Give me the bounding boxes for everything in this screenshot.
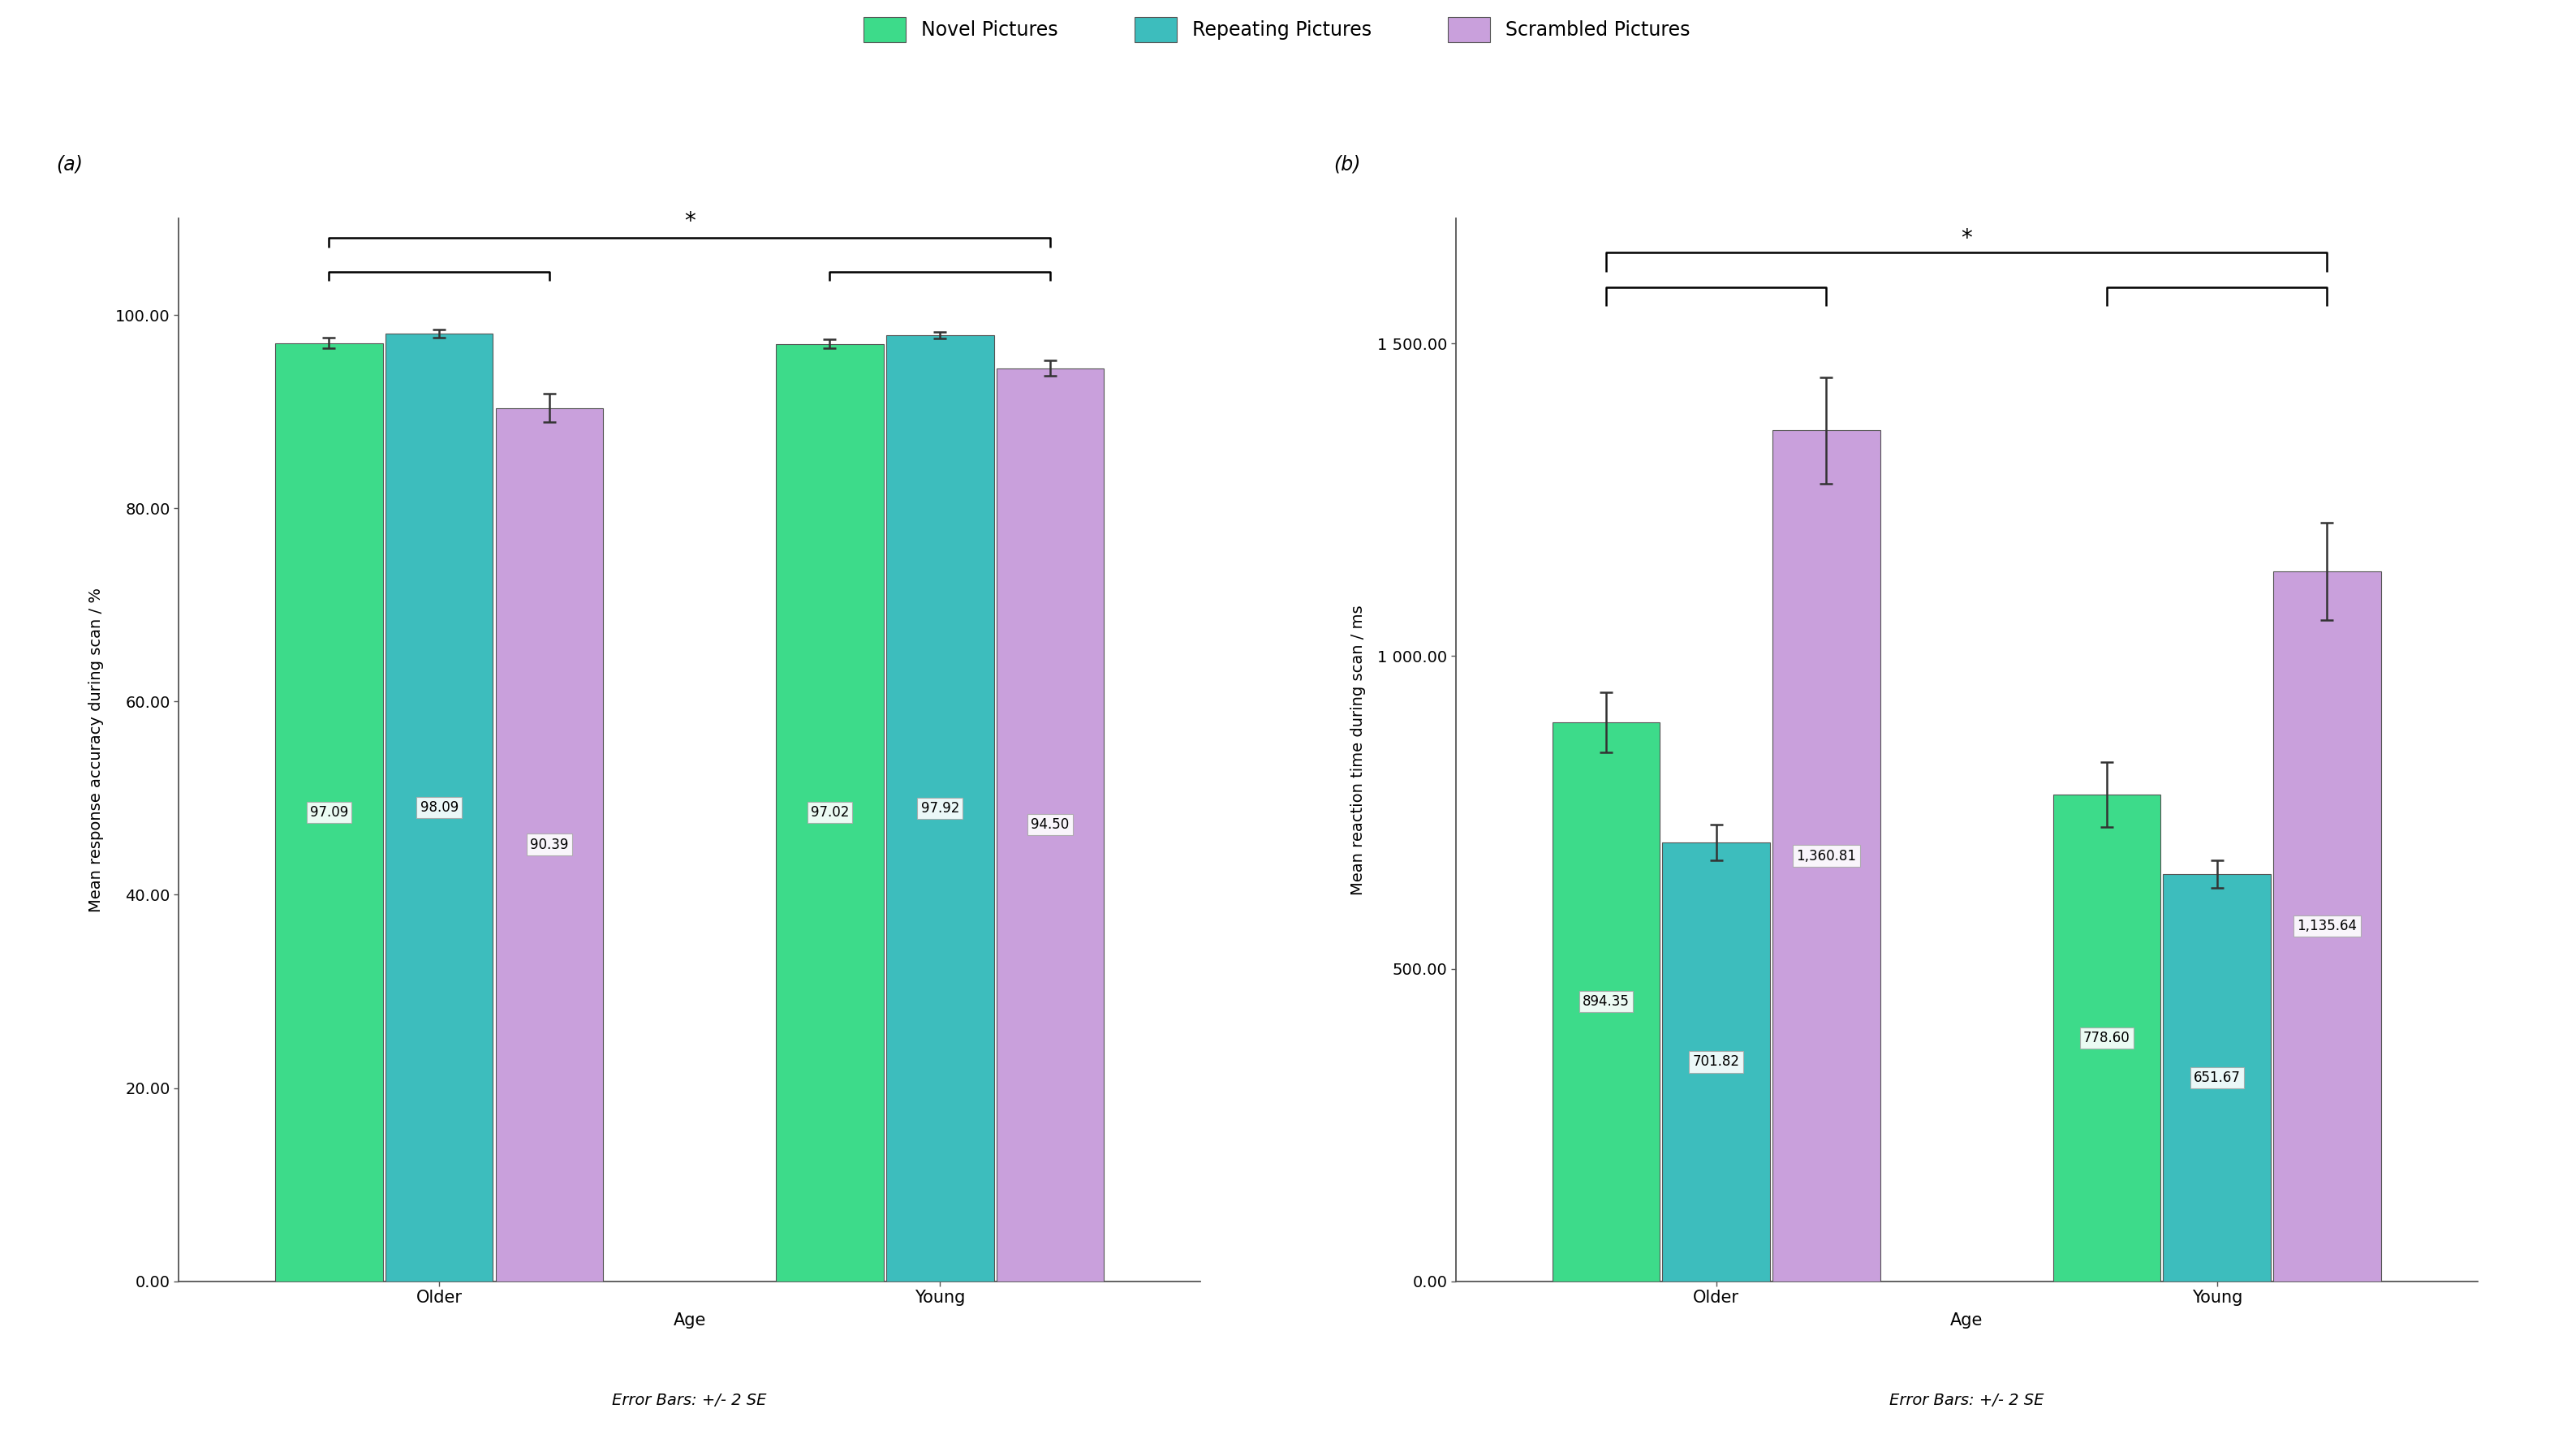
Text: 97.02: 97.02 (810, 805, 848, 820)
Bar (996, 368, 1103, 1281)
Text: 701.82: 701.82 (1693, 1054, 1739, 1069)
Y-axis label: Mean response accuracy during scan / %: Mean response accuracy during scan / % (89, 588, 105, 911)
Bar (386, 333, 493, 1281)
X-axis label: Age: Age (674, 1313, 705, 1329)
Text: 97.92: 97.92 (922, 801, 960, 815)
Text: Error Bars: +/- 2 SE: Error Bars: +/- 2 SE (613, 1393, 766, 1408)
Text: (a): (a) (56, 154, 82, 175)
X-axis label: Age: Age (1951, 1313, 1982, 1329)
Text: 1,360.81: 1,360.81 (1795, 849, 1857, 863)
Text: 98.09: 98.09 (419, 801, 457, 815)
Text: 651.67: 651.67 (2194, 1070, 2240, 1085)
Text: 1,135.64: 1,135.64 (2296, 919, 2357, 933)
Bar (1663, 843, 1770, 1281)
Text: 90.39: 90.39 (531, 837, 570, 852)
Bar (2053, 795, 2161, 1281)
Bar (495, 408, 603, 1281)
Text: 97.09: 97.09 (309, 805, 347, 820)
Text: (b): (b) (1333, 154, 1361, 175)
Text: 94.50: 94.50 (1032, 817, 1070, 831)
Bar (2163, 874, 2271, 1281)
Text: 778.60: 778.60 (2084, 1031, 2130, 1045)
Bar (886, 335, 994, 1281)
Bar (776, 344, 884, 1281)
Bar (276, 344, 383, 1281)
Y-axis label: Mean reaction time during scan / ms: Mean reaction time during scan / ms (1351, 604, 1366, 895)
Bar (1553, 722, 1660, 1281)
Bar (2273, 571, 2380, 1281)
Text: *: * (684, 210, 695, 233)
Text: 894.35: 894.35 (1583, 994, 1629, 1009)
Text: Error Bars: +/- 2 SE: Error Bars: +/- 2 SE (1890, 1393, 2043, 1408)
Bar (1772, 431, 1880, 1281)
Text: *: * (1961, 227, 1972, 249)
Legend: Novel Pictures, Repeating Pictures, Scrambled Pictures: Novel Pictures, Repeating Pictures, Scra… (856, 10, 1698, 50)
